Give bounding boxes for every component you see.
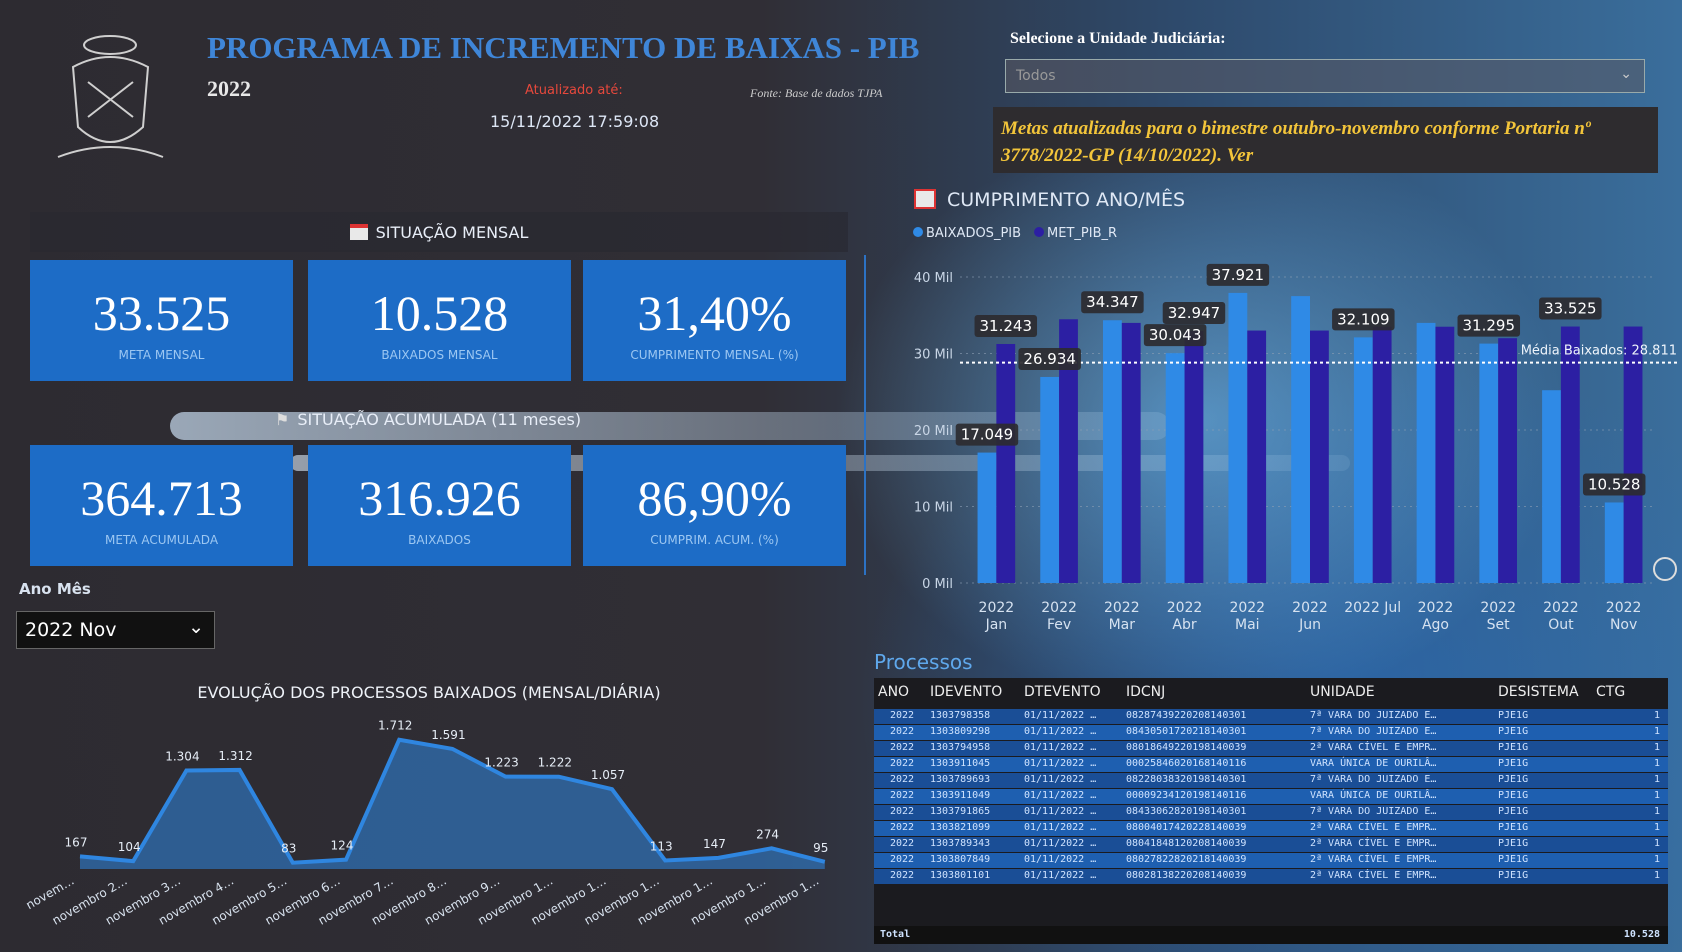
kpi-value: 86,90% xyxy=(583,467,846,529)
bar xyxy=(1291,296,1310,583)
kpi-value: 10.528 xyxy=(308,282,571,344)
data-label: 31.295 xyxy=(1458,315,1521,337)
data-label: 95 xyxy=(813,841,828,855)
dashboard: PROGRAMA DE INCREMENTO DE BAIXAS - PIB 2… xyxy=(0,0,1682,952)
data-label: 37.921 xyxy=(1207,264,1270,286)
data-label-text: 10.528 xyxy=(1588,475,1641,493)
bar xyxy=(1561,327,1580,583)
bar xyxy=(1185,331,1204,583)
bar xyxy=(1624,327,1643,583)
data-label: 1.312 xyxy=(218,749,252,763)
kpi-label: META ACUMULADA xyxy=(30,533,293,547)
data-label: 1.304 xyxy=(165,750,199,764)
data-label: 113 xyxy=(650,839,673,853)
reference-label: Média Baixados: 28.811 xyxy=(1521,344,1677,359)
bar xyxy=(978,453,997,583)
kpi-card: 86,90% CUMPRIM. ACUM. (%) xyxy=(583,445,846,566)
data-label-text: 37.921 xyxy=(1212,266,1265,284)
data-label-text: 32.109 xyxy=(1337,310,1390,328)
bar xyxy=(1166,353,1185,583)
kpi-card: 364.713 META ACUMULADA xyxy=(30,445,293,566)
legend-swatch xyxy=(1034,227,1044,237)
bar xyxy=(1354,337,1373,583)
kpi-value: 316.926 xyxy=(308,467,571,529)
data-label: 167 xyxy=(65,835,88,849)
kpi-value: 31,40% xyxy=(583,282,846,344)
bar xyxy=(1498,338,1517,583)
data-label-text: 31.295 xyxy=(1463,317,1516,335)
data-label-text: 31.243 xyxy=(980,317,1033,335)
kpi-card: 316.926 BAIXADOS xyxy=(308,445,571,566)
y-tick-label: 30 Mil xyxy=(914,348,953,363)
data-label: 147 xyxy=(703,837,726,851)
bar xyxy=(1310,331,1329,583)
kpi-card: 10.528 BAIXADOS MENSAL xyxy=(308,260,571,381)
data-label: 34.347 xyxy=(1081,291,1144,313)
data-label: 31.243 xyxy=(975,315,1038,337)
kpi-label: CUMPRIM. ACUM. (%) xyxy=(583,533,846,547)
legend-label: BAIXADOS_PIB xyxy=(926,226,1021,241)
data-label-text: 32.947 xyxy=(1168,304,1221,322)
y-tick-label: 40 Mil xyxy=(914,271,953,286)
title-icon xyxy=(915,190,935,208)
chart-title: EVOLUÇÃO DOS PROCESSOS BAIXADOS (MENSAL/… xyxy=(197,683,660,702)
y-tick-label: 20 Mil xyxy=(914,424,953,439)
data-label-text: 17.049 xyxy=(961,426,1014,444)
data-label-text: 26.934 xyxy=(1023,350,1076,368)
bar xyxy=(1542,390,1561,583)
data-label: 1.591 xyxy=(431,728,465,742)
nav-button[interactable] xyxy=(1654,558,1676,580)
y-tick-label: 0 Mil xyxy=(922,577,953,592)
data-label: 10.528 xyxy=(1583,473,1646,495)
bar xyxy=(1247,331,1266,583)
kpi-value: 364.713 xyxy=(30,467,293,529)
kpi-label: CUMPRIMENTO MENSAL (%) xyxy=(583,348,846,362)
data-label: 17.049 xyxy=(956,424,1019,446)
data-label: 32.947 xyxy=(1163,302,1226,324)
data-label: 274 xyxy=(756,827,779,841)
data-label-text: 34.347 xyxy=(1086,293,1139,311)
bar xyxy=(1479,344,1498,583)
data-label: 1.057 xyxy=(591,768,625,782)
kpi-card: 33.525 META MENSAL xyxy=(30,260,293,381)
data-label: 104 xyxy=(118,840,141,854)
data-label-text: 30.043 xyxy=(1149,326,1202,344)
data-label: 83 xyxy=(281,842,296,856)
data-label: 1.222 xyxy=(538,756,572,770)
kpi-value: 33.525 xyxy=(30,282,293,344)
data-label: 1.223 xyxy=(484,756,518,770)
bar xyxy=(1040,377,1059,583)
kpi-label: BAIXADOS MENSAL xyxy=(308,348,571,362)
data-label: 33.525 xyxy=(1539,298,1602,320)
chart-title: CUMPRIMENTO ANO/MÊS xyxy=(947,188,1185,211)
y-tick-label: 10 Mil xyxy=(914,501,953,516)
kpi-label: META MENSAL xyxy=(30,348,293,362)
legend-label: MET_PIB_R xyxy=(1047,226,1117,241)
bar xyxy=(1373,327,1392,583)
bar xyxy=(1417,323,1436,583)
data-label: 124 xyxy=(331,839,354,853)
data-label-text: 33.525 xyxy=(1544,300,1597,318)
bar xyxy=(1103,320,1122,583)
data-label: 1.712 xyxy=(378,719,412,733)
bar xyxy=(1605,502,1624,583)
data-label: 32.109 xyxy=(1332,308,1395,330)
bar xyxy=(1228,293,1247,583)
bar xyxy=(996,344,1015,583)
legend-swatch xyxy=(913,227,923,237)
kpi-label: BAIXADOS xyxy=(308,533,571,547)
kpi-card: 31,40% CUMPRIMENTO MENSAL (%) xyxy=(583,260,846,381)
data-label: 30.043 xyxy=(1144,324,1207,346)
bar xyxy=(1435,327,1454,583)
data-label: 26.934 xyxy=(1018,348,1081,370)
